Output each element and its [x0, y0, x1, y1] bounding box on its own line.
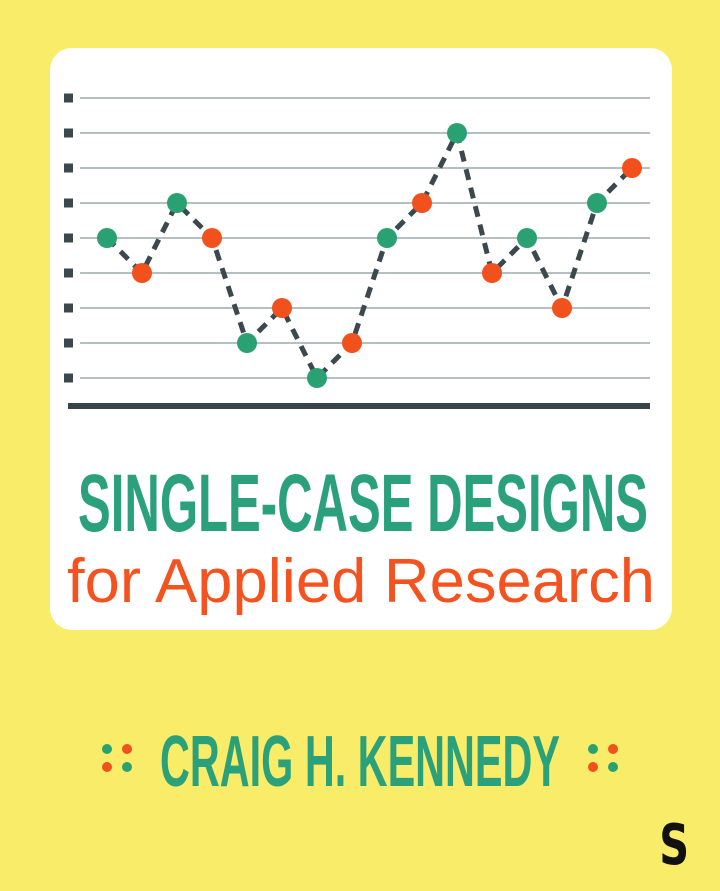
data-point-orange [202, 228, 222, 248]
subtitle-block: for Applied Research [67, 547, 655, 616]
teal-dot-icon [588, 744, 598, 754]
data-point-orange [622, 158, 642, 178]
orange-dot-icon [122, 744, 132, 754]
sage-logo-icon: S [658, 813, 689, 878]
data-point-orange [482, 263, 502, 283]
data-point-teal [377, 228, 397, 248]
chart-card: SINGLE-CASE DESIGNS for Applied Research [50, 48, 672, 630]
teal-dot-icon [122, 762, 132, 772]
orange-dot-icon [102, 762, 112, 772]
author-name-block: CRAIG H. KENNEDY [160, 722, 560, 796]
data-point-orange [272, 298, 292, 318]
tick-square-icon [64, 373, 73, 383]
data-point-teal [97, 228, 117, 248]
orange-dot-icon [588, 762, 598, 772]
page-subtitle: for Applied Research [67, 547, 655, 616]
tick-square-icon [64, 128, 73, 138]
author-row: CRAIG H. KENNEDY [0, 720, 720, 796]
tick-square-icon [64, 303, 73, 313]
author-name: CRAIG H. KENNEDY [160, 722, 560, 796]
tick-square-icon [64, 93, 73, 103]
data-point-orange [342, 333, 362, 353]
data-point-teal [307, 368, 327, 388]
x-axis [68, 403, 650, 409]
dashed-data-line [105, 125, 634, 383]
data-point-teal [447, 123, 467, 143]
tick-square-icon [64, 163, 73, 173]
data-point-orange [552, 298, 572, 318]
orange-dot-icon [608, 744, 618, 754]
tick-square-icon [64, 338, 73, 348]
teal-dot-icon [102, 744, 112, 754]
title-block: SINGLE-CASE DESIGNS [78, 458, 648, 548]
line-chart [64, 93, 650, 409]
teal-dot-icon [608, 762, 618, 772]
tick-square-icon [64, 233, 73, 243]
data-point-teal [517, 228, 537, 248]
data-point-teal [167, 193, 187, 213]
data-point-orange [132, 263, 152, 283]
dots-ornament-right-icon [588, 744, 618, 772]
data-point-teal [237, 333, 257, 353]
data-point-orange [412, 193, 432, 213]
tick-square-icon [64, 268, 73, 278]
dots-ornament-left-icon [102, 744, 132, 772]
page-title: SINGLE-CASE DESIGNS [78, 458, 648, 548]
data-point-teal [587, 193, 607, 213]
tick-square-icon [64, 198, 73, 208]
